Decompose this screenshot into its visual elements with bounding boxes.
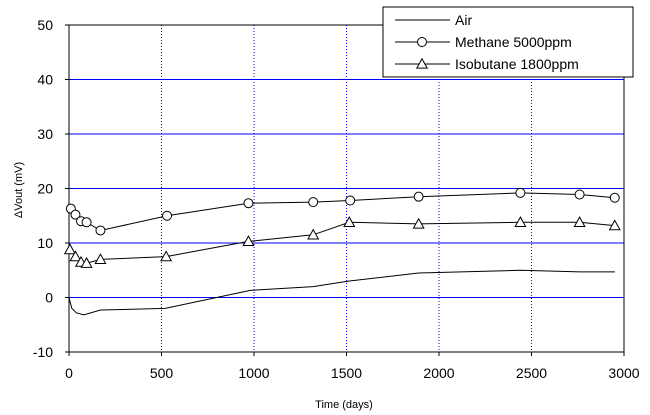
circle-marker <box>417 37 427 47</box>
y-tick-label: 50 <box>37 17 53 33</box>
vertical-grid <box>161 25 532 352</box>
triangle-marker <box>242 235 255 247</box>
circle-marker <box>243 198 254 209</box>
legend-label: Air <box>455 12 472 28</box>
x-axis-ticks: 0 500 1000 1500 2000 2500 3000 <box>65 352 640 381</box>
x-axis-title: Time (days) <box>315 399 373 411</box>
legend-label: Isobutane 1800ppm <box>455 56 579 72</box>
circle-marker <box>95 225 106 236</box>
legend-label: Methane 5000ppm <box>455 34 572 50</box>
triangle-marker <box>573 216 586 227</box>
series-line <box>68 269 615 316</box>
circle-marker <box>308 197 319 208</box>
y-axis-ticks: -10 0 10 20 30 40 50 <box>33 17 69 360</box>
circle-marker <box>515 187 526 198</box>
x-tick-label: 1500 <box>331 365 362 381</box>
x-tick-label: 0 <box>65 365 73 381</box>
y-axis-title: ΔVout (mV) <box>13 162 25 218</box>
triangle-marker <box>307 228 320 240</box>
triangle-marker <box>343 216 356 227</box>
legend-item: Methane 5000ppm <box>395 34 572 50</box>
x-tick-label: 500 <box>150 365 174 381</box>
triangle-marker <box>160 250 173 262</box>
circle-marker <box>413 191 424 202</box>
legend-item: Air <box>395 12 472 28</box>
circle-marker <box>609 192 620 203</box>
triangle-marker <box>94 253 107 265</box>
triangle-marker <box>514 216 527 227</box>
y-tick-label: 30 <box>37 126 53 142</box>
triangle-marker <box>69 250 82 262</box>
y-tick-label: 20 <box>37 181 53 197</box>
triangle-marker <box>608 219 621 231</box>
circle-marker <box>70 209 81 220</box>
x-tick-label: 1000 <box>238 365 269 381</box>
y-tick-label: -10 <box>33 344 53 360</box>
x-tick-label: 3000 <box>608 365 639 381</box>
x-tick-label: 2500 <box>516 365 547 381</box>
triangle-marker <box>80 256 93 268</box>
circle-marker <box>345 195 356 206</box>
triangle-marker <box>415 57 429 69</box>
y-tick-label: 10 <box>37 235 53 251</box>
legend-item: Isobutane 1800ppm <box>395 56 579 72</box>
y-tick-label: 0 <box>45 290 53 306</box>
circle-marker <box>162 210 173 221</box>
legend: Air Methane 5000ppm Isobutane 1800ppm <box>382 6 634 78</box>
circle-marker <box>81 217 92 228</box>
circle-marker <box>574 189 585 200</box>
triangle-marker <box>63 243 76 255</box>
y-tick-label: 40 <box>37 72 53 88</box>
x-tick-label: 2000 <box>423 365 454 381</box>
series-layer <box>63 187 621 316</box>
series-isobutane <box>63 216 621 268</box>
series-air <box>68 269 615 316</box>
triangle-marker <box>412 217 425 229</box>
series-methane <box>65 187 620 236</box>
